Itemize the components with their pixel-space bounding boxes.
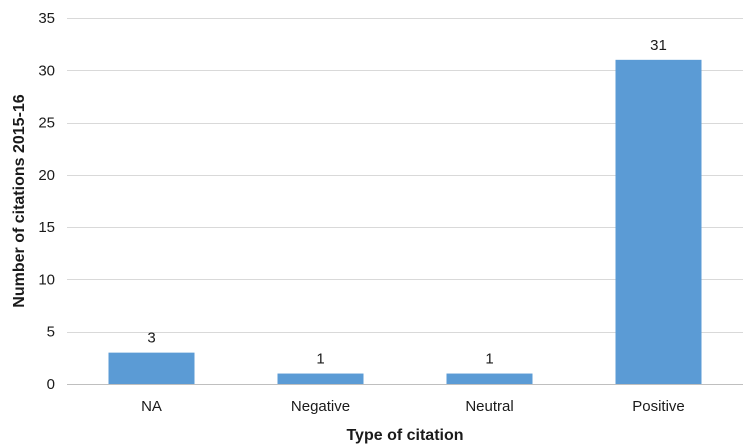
bar-na xyxy=(108,352,195,384)
x-tick-label: Negative xyxy=(291,398,350,415)
y-tick-label: 35 xyxy=(38,10,55,27)
x-tick-label: Neutral xyxy=(465,398,513,415)
data-label: 1 xyxy=(316,351,324,368)
x-axis-title: Type of citation xyxy=(346,427,463,444)
y-tick-label: 25 xyxy=(38,115,55,132)
y-tick-label: 5 xyxy=(47,324,55,341)
y-axis-ticks: 0 5 10 15 20 25 30 35 xyxy=(38,10,55,393)
x-tick-label: Positive xyxy=(632,398,685,415)
bar-positive xyxy=(615,59,702,384)
y-tick-label: 30 xyxy=(38,62,55,79)
gridlines xyxy=(67,18,743,333)
bars xyxy=(108,59,702,384)
data-label: 3 xyxy=(147,330,155,347)
x-axis-ticks: NA Negative Neutral Positive xyxy=(141,398,685,415)
y-tick-label: 15 xyxy=(38,219,55,236)
data-labels: 31 131 xyxy=(147,37,667,368)
data-label: 1 xyxy=(485,351,493,368)
y-tick-label: 10 xyxy=(38,271,55,288)
bar-neutral xyxy=(446,373,533,384)
y-tick-label: 0 xyxy=(47,376,55,393)
bar-negative xyxy=(277,373,364,384)
y-tick-label: 20 xyxy=(38,167,55,184)
x-tick-label: NA xyxy=(141,398,162,415)
y-axis-title: Number of citations 2015-16 xyxy=(11,94,28,308)
data-label: 31 xyxy=(650,37,667,54)
